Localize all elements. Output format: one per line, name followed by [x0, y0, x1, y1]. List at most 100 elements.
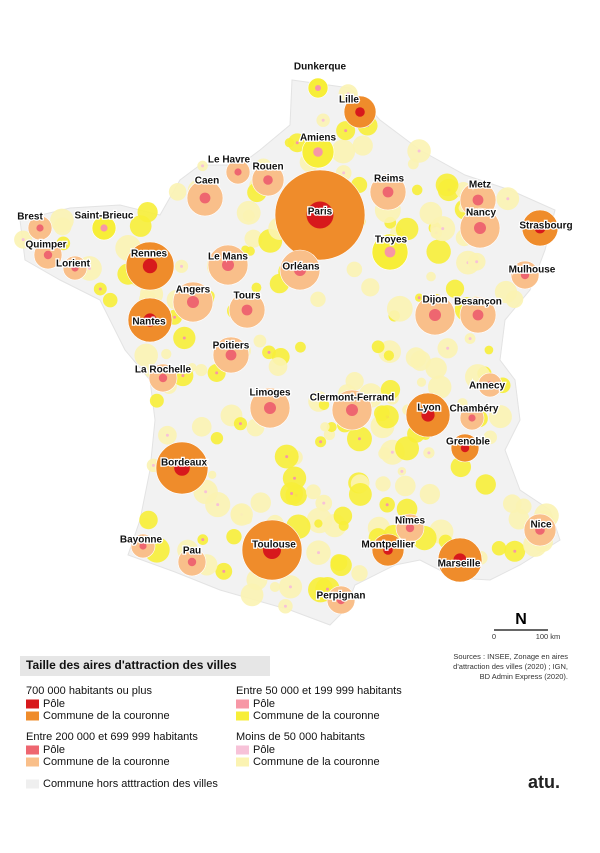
area-pole — [295, 141, 299, 145]
area-pole — [400, 469, 404, 473]
area-pole — [290, 492, 294, 496]
legend-item: Pôle — [43, 744, 65, 756]
area-pole — [385, 503, 389, 507]
area-crown — [284, 137, 295, 148]
city-label: Rouen — [252, 162, 283, 173]
area-crown — [210, 432, 224, 445]
area-pole — [165, 433, 169, 437]
area-pole — [405, 523, 415, 533]
area-crown — [352, 135, 373, 156]
area-crown — [380, 380, 401, 400]
area-pole — [139, 542, 147, 550]
area-pole — [535, 525, 545, 535]
sources: BD Admin Express (2020). — [480, 672, 568, 681]
area-crown — [395, 217, 419, 241]
legend-swatch — [236, 711, 249, 721]
legend-swatch — [26, 711, 39, 721]
legend-swatch — [26, 745, 39, 755]
legend-swatch — [26, 757, 39, 767]
area-pole — [390, 450, 394, 454]
city-label: Strasbourg — [519, 221, 572, 232]
area-crown — [139, 510, 158, 530]
area-pole — [342, 171, 346, 175]
area-pole — [225, 349, 237, 361]
area-pole — [429, 309, 441, 321]
city-label: Reims — [374, 174, 404, 185]
area-pole — [453, 553, 467, 567]
city-label: Troyes — [375, 235, 408, 246]
area-pole — [321, 118, 325, 122]
area-crown — [318, 399, 330, 411]
area-crown — [416, 377, 427, 387]
city-label: Nîmes — [395, 516, 425, 527]
legend-group-label: Entre 200 000 et 699 999 habitants — [26, 731, 198, 743]
area-pole — [98, 287, 102, 291]
area-crown — [331, 139, 356, 164]
area-pole — [382, 186, 394, 198]
legend-title-bar — [20, 656, 270, 676]
city-label: Clermont-Ferrand — [310, 393, 394, 404]
city-label: Marseille — [438, 559, 481, 570]
area-pole — [421, 408, 435, 422]
area-crown — [457, 398, 468, 409]
area-pole — [199, 192, 211, 204]
area-crown — [245, 246, 255, 256]
city-label: Rennes — [131, 249, 168, 260]
area-crown — [268, 357, 288, 376]
area-crown — [425, 357, 447, 379]
areas — [14, 77, 559, 615]
area-pole — [204, 490, 208, 494]
area-pole — [460, 443, 470, 453]
area-crown — [50, 208, 74, 233]
area-crown — [426, 271, 436, 282]
city-label: Pau — [183, 546, 201, 557]
city-label: Nancy — [466, 208, 496, 219]
area-crown — [435, 173, 459, 197]
city-label: Poitiers — [213, 341, 250, 352]
area-pole — [241, 304, 253, 316]
area-crown — [208, 470, 217, 479]
city-label: Tours — [233, 291, 260, 302]
area-pole — [427, 451, 431, 455]
area-pole — [486, 381, 494, 389]
area-pole — [173, 315, 177, 319]
legend-title: Taille des aires d'attraction des villes — [26, 658, 237, 672]
city-label: Paris — [308, 207, 333, 218]
legend-swatch — [236, 699, 249, 709]
area-pole — [181, 374, 185, 378]
area-pole — [283, 604, 287, 608]
city-label: Bayonne — [120, 535, 163, 546]
area-crown — [191, 417, 212, 437]
legend-swatch — [26, 699, 39, 709]
area-pole — [472, 194, 484, 206]
area-crown — [484, 345, 494, 355]
city-label: Chambéry — [450, 404, 499, 415]
area-pole — [288, 585, 292, 589]
area-crown — [371, 340, 385, 354]
area-pole — [468, 337, 472, 341]
area-crown — [137, 202, 158, 223]
area-pole — [88, 266, 92, 270]
city-label: Angers — [176, 285, 211, 296]
area-crown — [195, 363, 208, 377]
area-pole — [344, 129, 348, 133]
sources: d'attraction des villes (2020) ; IGN, — [453, 662, 568, 671]
legend-item: Pôle — [253, 744, 275, 756]
area-crown — [251, 282, 262, 293]
area-pole — [215, 371, 219, 375]
area-crown — [330, 554, 352, 577]
area-crown — [375, 476, 391, 492]
area-crown — [488, 405, 512, 429]
area-pole — [417, 296, 421, 300]
area-crown — [102, 292, 118, 308]
scale-label: 0 — [492, 632, 496, 641]
area-pole — [285, 455, 289, 459]
area-crown — [483, 430, 498, 445]
area-pole — [143, 313, 157, 327]
area-pole — [142, 258, 158, 274]
area-crown — [491, 541, 507, 556]
area-pole — [357, 437, 361, 441]
area-pole — [263, 541, 281, 559]
area-pole — [293, 476, 297, 480]
area-pole — [187, 557, 197, 567]
